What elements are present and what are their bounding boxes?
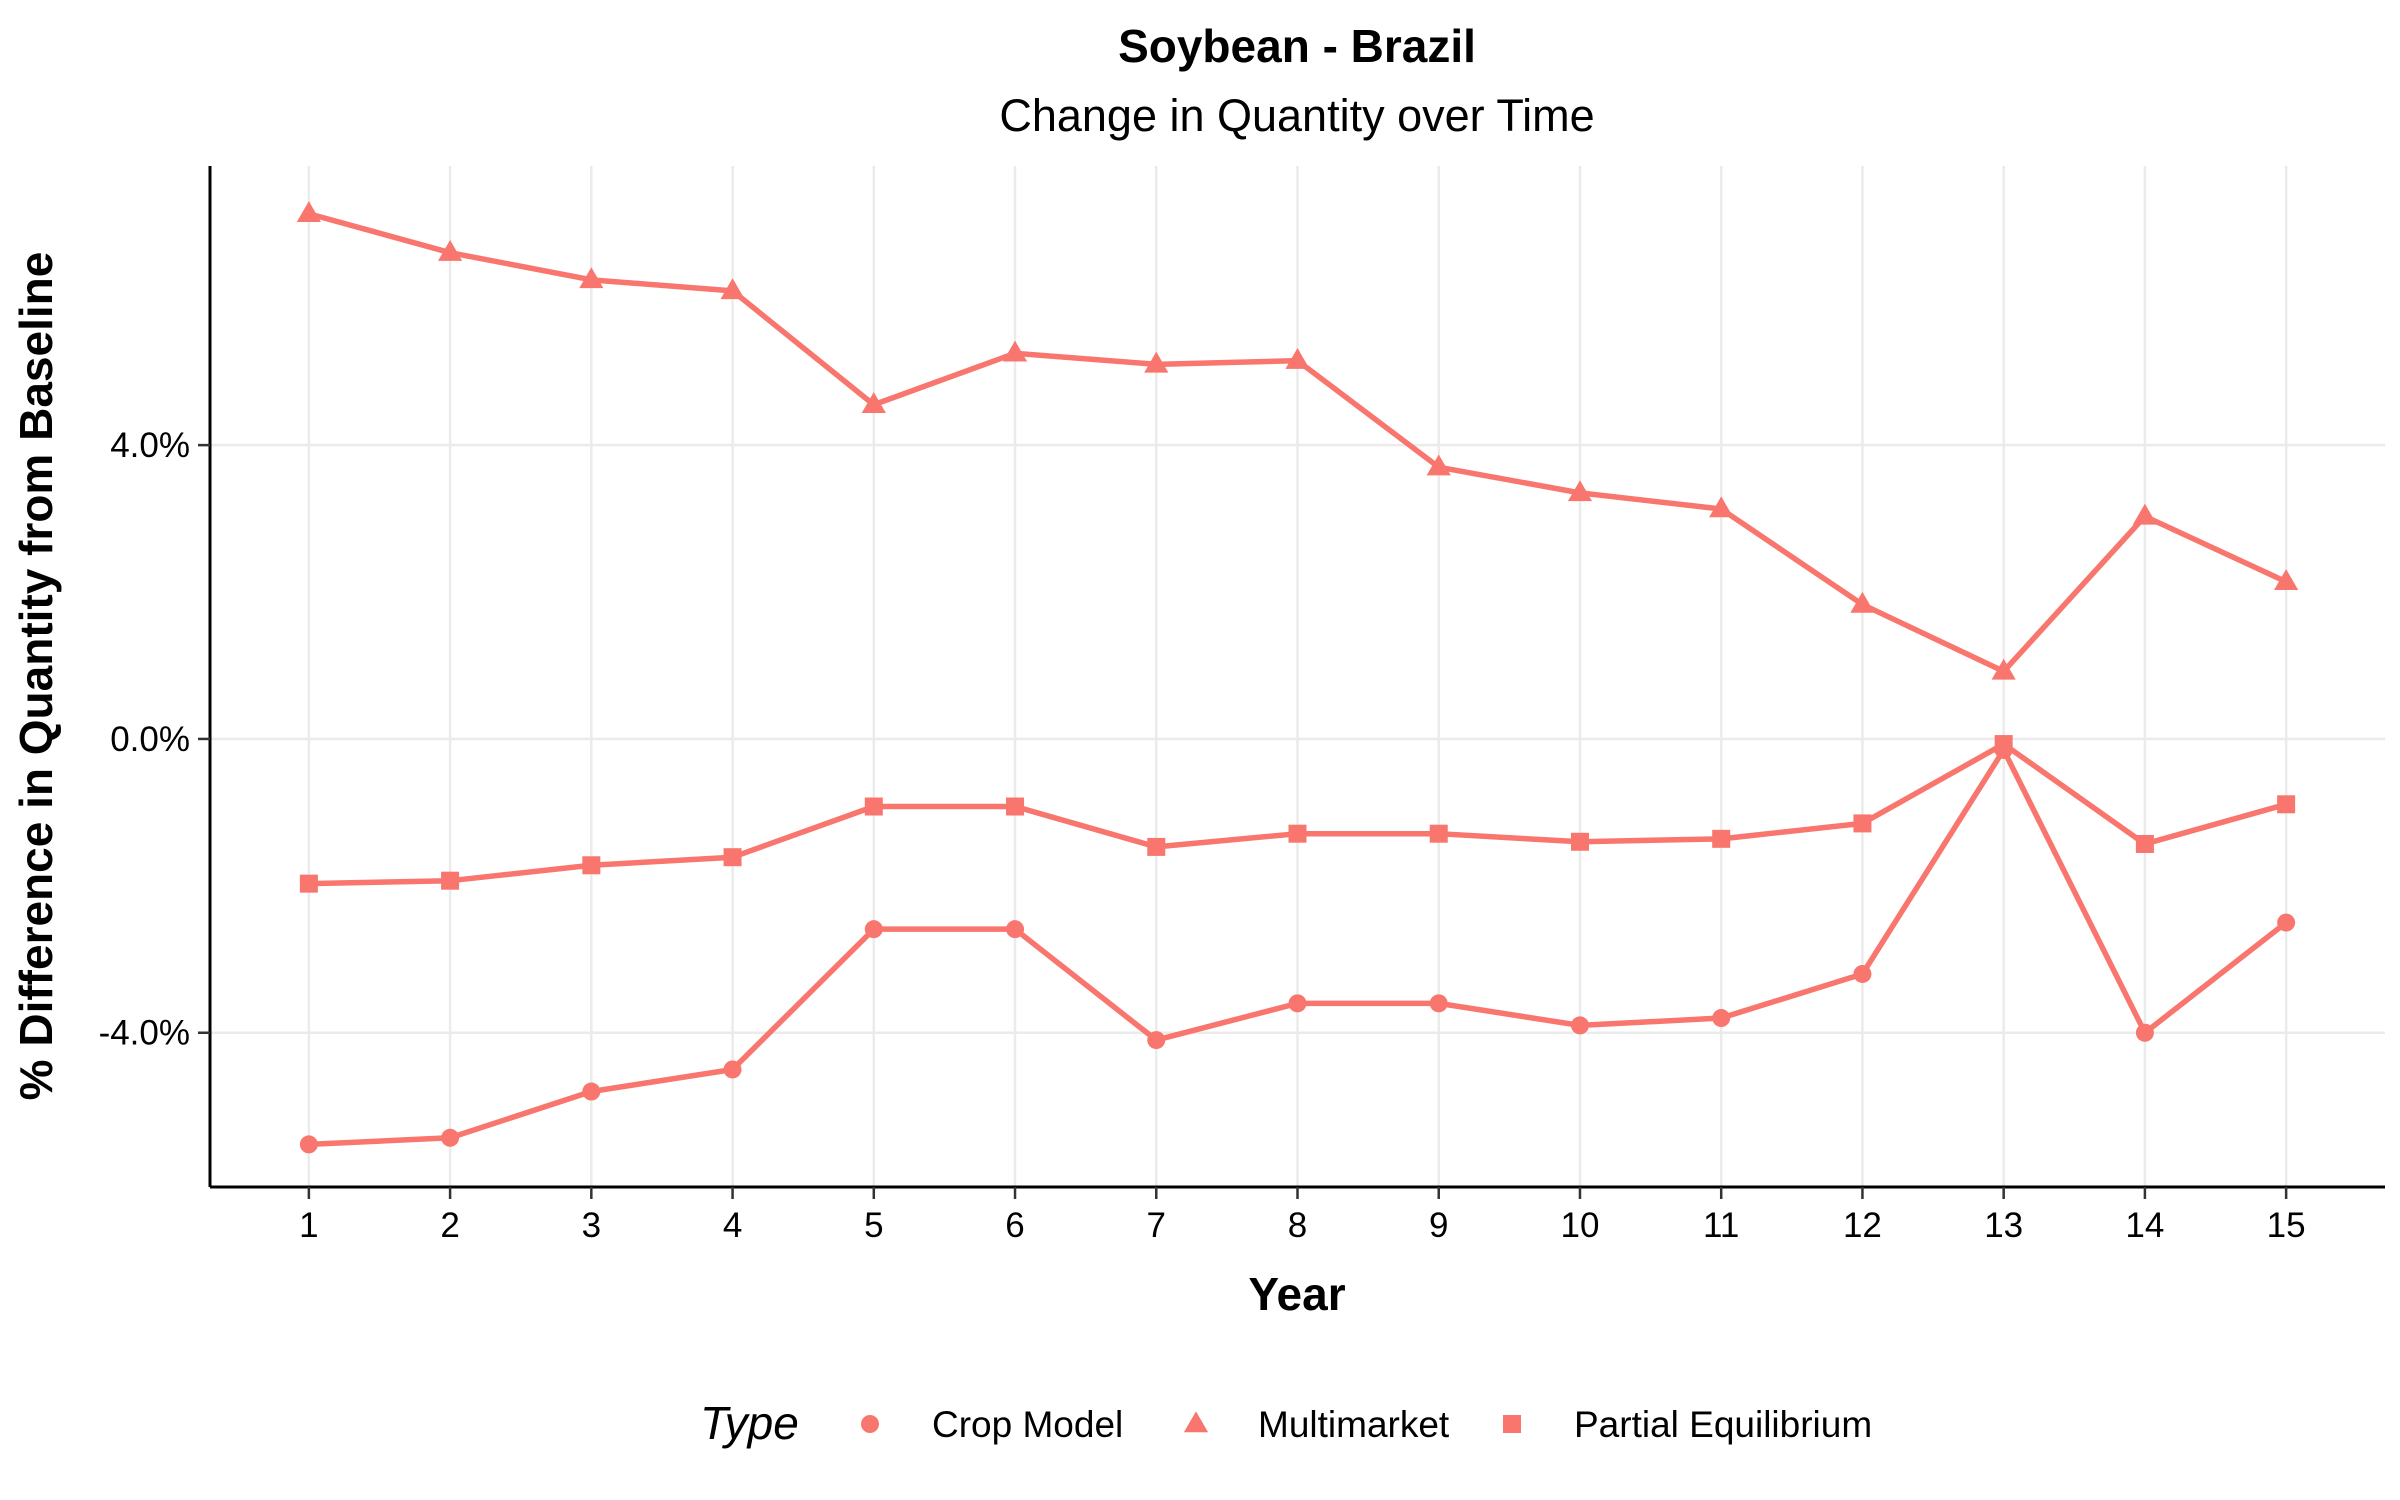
data-point-partial-equilibrium [1429,824,1448,843]
x-tick-label: 13 [1984,1206,2023,1245]
x-axis-title: Year [1248,1268,1345,1320]
data-point-partial-equilibrium [864,797,883,816]
chart-subtitle: Change in Quantity over Time [999,90,1594,141]
data-point-multimarket [296,201,321,222]
data-point-partial-equilibrium [441,871,460,890]
x-tick-label: 3 [582,1206,601,1245]
x-tick-label: 6 [1005,1206,1024,1245]
data-point-crop-model [441,1128,460,1147]
data-point-multimarket [437,240,463,261]
data-point-partial-equilibrium [582,856,601,875]
data-point-multimarket [2274,569,2299,590]
y-tick-label: 0.0% [110,720,190,759]
data-point-crop-model [1853,964,1872,983]
data-point-multimarket [2132,503,2158,525]
series-crop-model [299,740,2296,1154]
data-point-multimarket [1426,454,1451,476]
data-point-partial-equilibrium [1006,797,1025,816]
data-point-crop-model [582,1082,601,1101]
data-point-crop-model [864,920,883,939]
legend-marker-multimarket [1183,1411,1209,1433]
data-point-partial-equilibrium [1712,829,1731,848]
data-point-partial-equilibrium [1288,824,1307,843]
x-tick-label: 14 [2125,1206,2164,1245]
data-point-multimarket [1285,348,1310,369]
x-tick-label: 4 [723,1206,742,1245]
data-point-partial-equilibrium [1147,837,1166,856]
data-point-partial-equilibrium [723,848,742,867]
data-point-crop-model [1429,994,1448,1013]
data-point-crop-model [1147,1031,1166,1050]
data-point-partial-equilibrium [2277,795,2296,814]
x-tick-label: 2 [440,1206,459,1245]
legend-marker-crop-model [861,1415,879,1433]
y-tick-label: -4.0% [99,1014,190,1053]
y-gridlines [210,443,2385,1034]
x-tick-label: 15 [2267,1206,2306,1245]
y-axis-ticks: 4.0% 0.0% -4.0% [99,426,210,1053]
data-point-crop-model [1570,1016,1589,1035]
data-point-multimarket [579,267,604,289]
data-point-crop-model [2277,913,2296,932]
data-point-multimarket [1567,480,1593,502]
data-point-crop-model [2135,1023,2154,1042]
data-point-crop-model [1006,920,1025,939]
data-point-partial-equilibrium [2135,834,2154,853]
y-tick-label: 4.0% [110,426,190,465]
x-tick-label: 8 [1288,1206,1307,1245]
data-point-partial-equilibrium [299,874,318,893]
data-point-multimarket [1709,496,1734,518]
legend-label-multimarket: Multimarket [1258,1404,1450,1445]
data-point-multimarket [861,392,886,413]
x-tick-label: 9 [1429,1206,1448,1245]
series-layer [296,201,2299,1154]
data-point-crop-model [1712,1009,1731,1028]
data-point-partial-equilibrium [1994,735,2013,754]
data-point-partial-equilibrium [1853,814,1872,833]
data-point-multimarket [1002,340,1028,362]
y-axis-title: % Difference in Quantity from Baseline [10,252,62,1101]
x-tick-label: 5 [864,1206,883,1245]
x-tick-label: 11 [1703,1206,1739,1245]
data-point-multimarket [1991,658,2016,680]
x-tick-label: 1 [299,1206,318,1245]
x-tick-label: 10 [1560,1206,1599,1245]
data-point-multimarket [1144,351,1169,373]
data-point-crop-model [299,1135,318,1154]
data-point-multimarket [720,278,745,300]
legend-title: Type [700,1397,799,1449]
x-axis-ticks: 1 2 3 4 5 6 7 8 9 10 11 12 13 14 15 [299,1187,2306,1245]
series-partial-equilibrium [299,735,2296,893]
legend-marker-partial-equilibrium [1503,1415,1521,1433]
chart-title: Soybean - Brazil [1118,20,1476,72]
x-tick-label: 12 [1843,1206,1882,1245]
data-point-multimarket [1850,591,1875,613]
legend: Type Crop Model Multimarket Partial Equili… [700,1397,1872,1449]
data-point-crop-model [723,1060,742,1079]
legend-label-partial-equilibrium: Partial Equilibrium [1574,1404,1872,1445]
data-point-partial-equilibrium [1570,832,1589,851]
data-point-crop-model [1288,994,1307,1013]
x-tick-label: 7 [1147,1206,1166,1245]
legend-label-crop-model: Crop Model [932,1404,1123,1445]
series-multimarket [296,201,2299,680]
